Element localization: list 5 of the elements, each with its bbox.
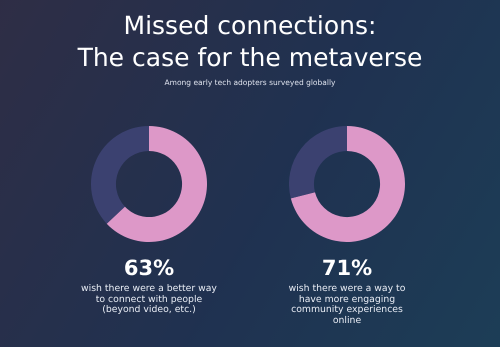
data-label: 63% [122, 256, 176, 280]
data-label: 71% [320, 256, 374, 280]
text: wish there were a way to have more engaging community experiences online [288, 283, 406, 326]
text: wish there were a better way to connect with people (beyond video, etc.) [80, 283, 218, 316]
chart-title: Missed connections: The case for the metaverse [76, 10, 424, 74]
